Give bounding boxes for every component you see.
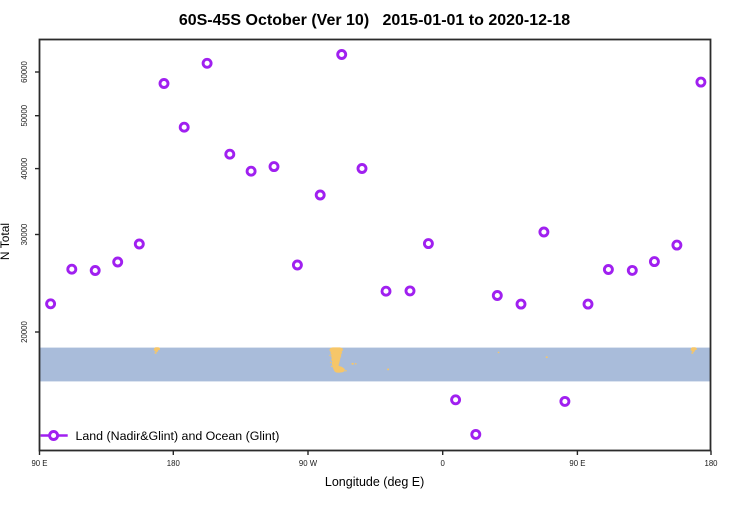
svg-text:N Total: N Total <box>0 223 12 260</box>
svg-text:60000: 60000 <box>20 60 29 82</box>
svg-text:180: 180 <box>704 459 718 468</box>
svg-text:20000: 20000 <box>20 320 29 342</box>
svg-text:Land (Nadir&Glint) and Ocean (: Land (Nadir&Glint) and Ocean (Glint) <box>76 429 280 443</box>
svg-text:90 E: 90 E <box>569 459 585 468</box>
svg-text:40000: 40000 <box>20 157 29 179</box>
svg-text:0: 0 <box>441 459 446 468</box>
svg-text:30000: 30000 <box>20 223 29 245</box>
svg-text:90 E: 90 E <box>31 459 47 468</box>
svg-text:180: 180 <box>167 459 181 468</box>
svg-text:50000: 50000 <box>20 104 29 126</box>
svg-text:90 W: 90 W <box>299 459 318 468</box>
svg-text:Longitude (deg E): Longitude (deg E) <box>325 475 424 489</box>
svg-text:60S-45S October (Ver 10) 201: 60S-45S October (Ver 10) 2015-01-01 to 2… <box>179 12 570 29</box>
